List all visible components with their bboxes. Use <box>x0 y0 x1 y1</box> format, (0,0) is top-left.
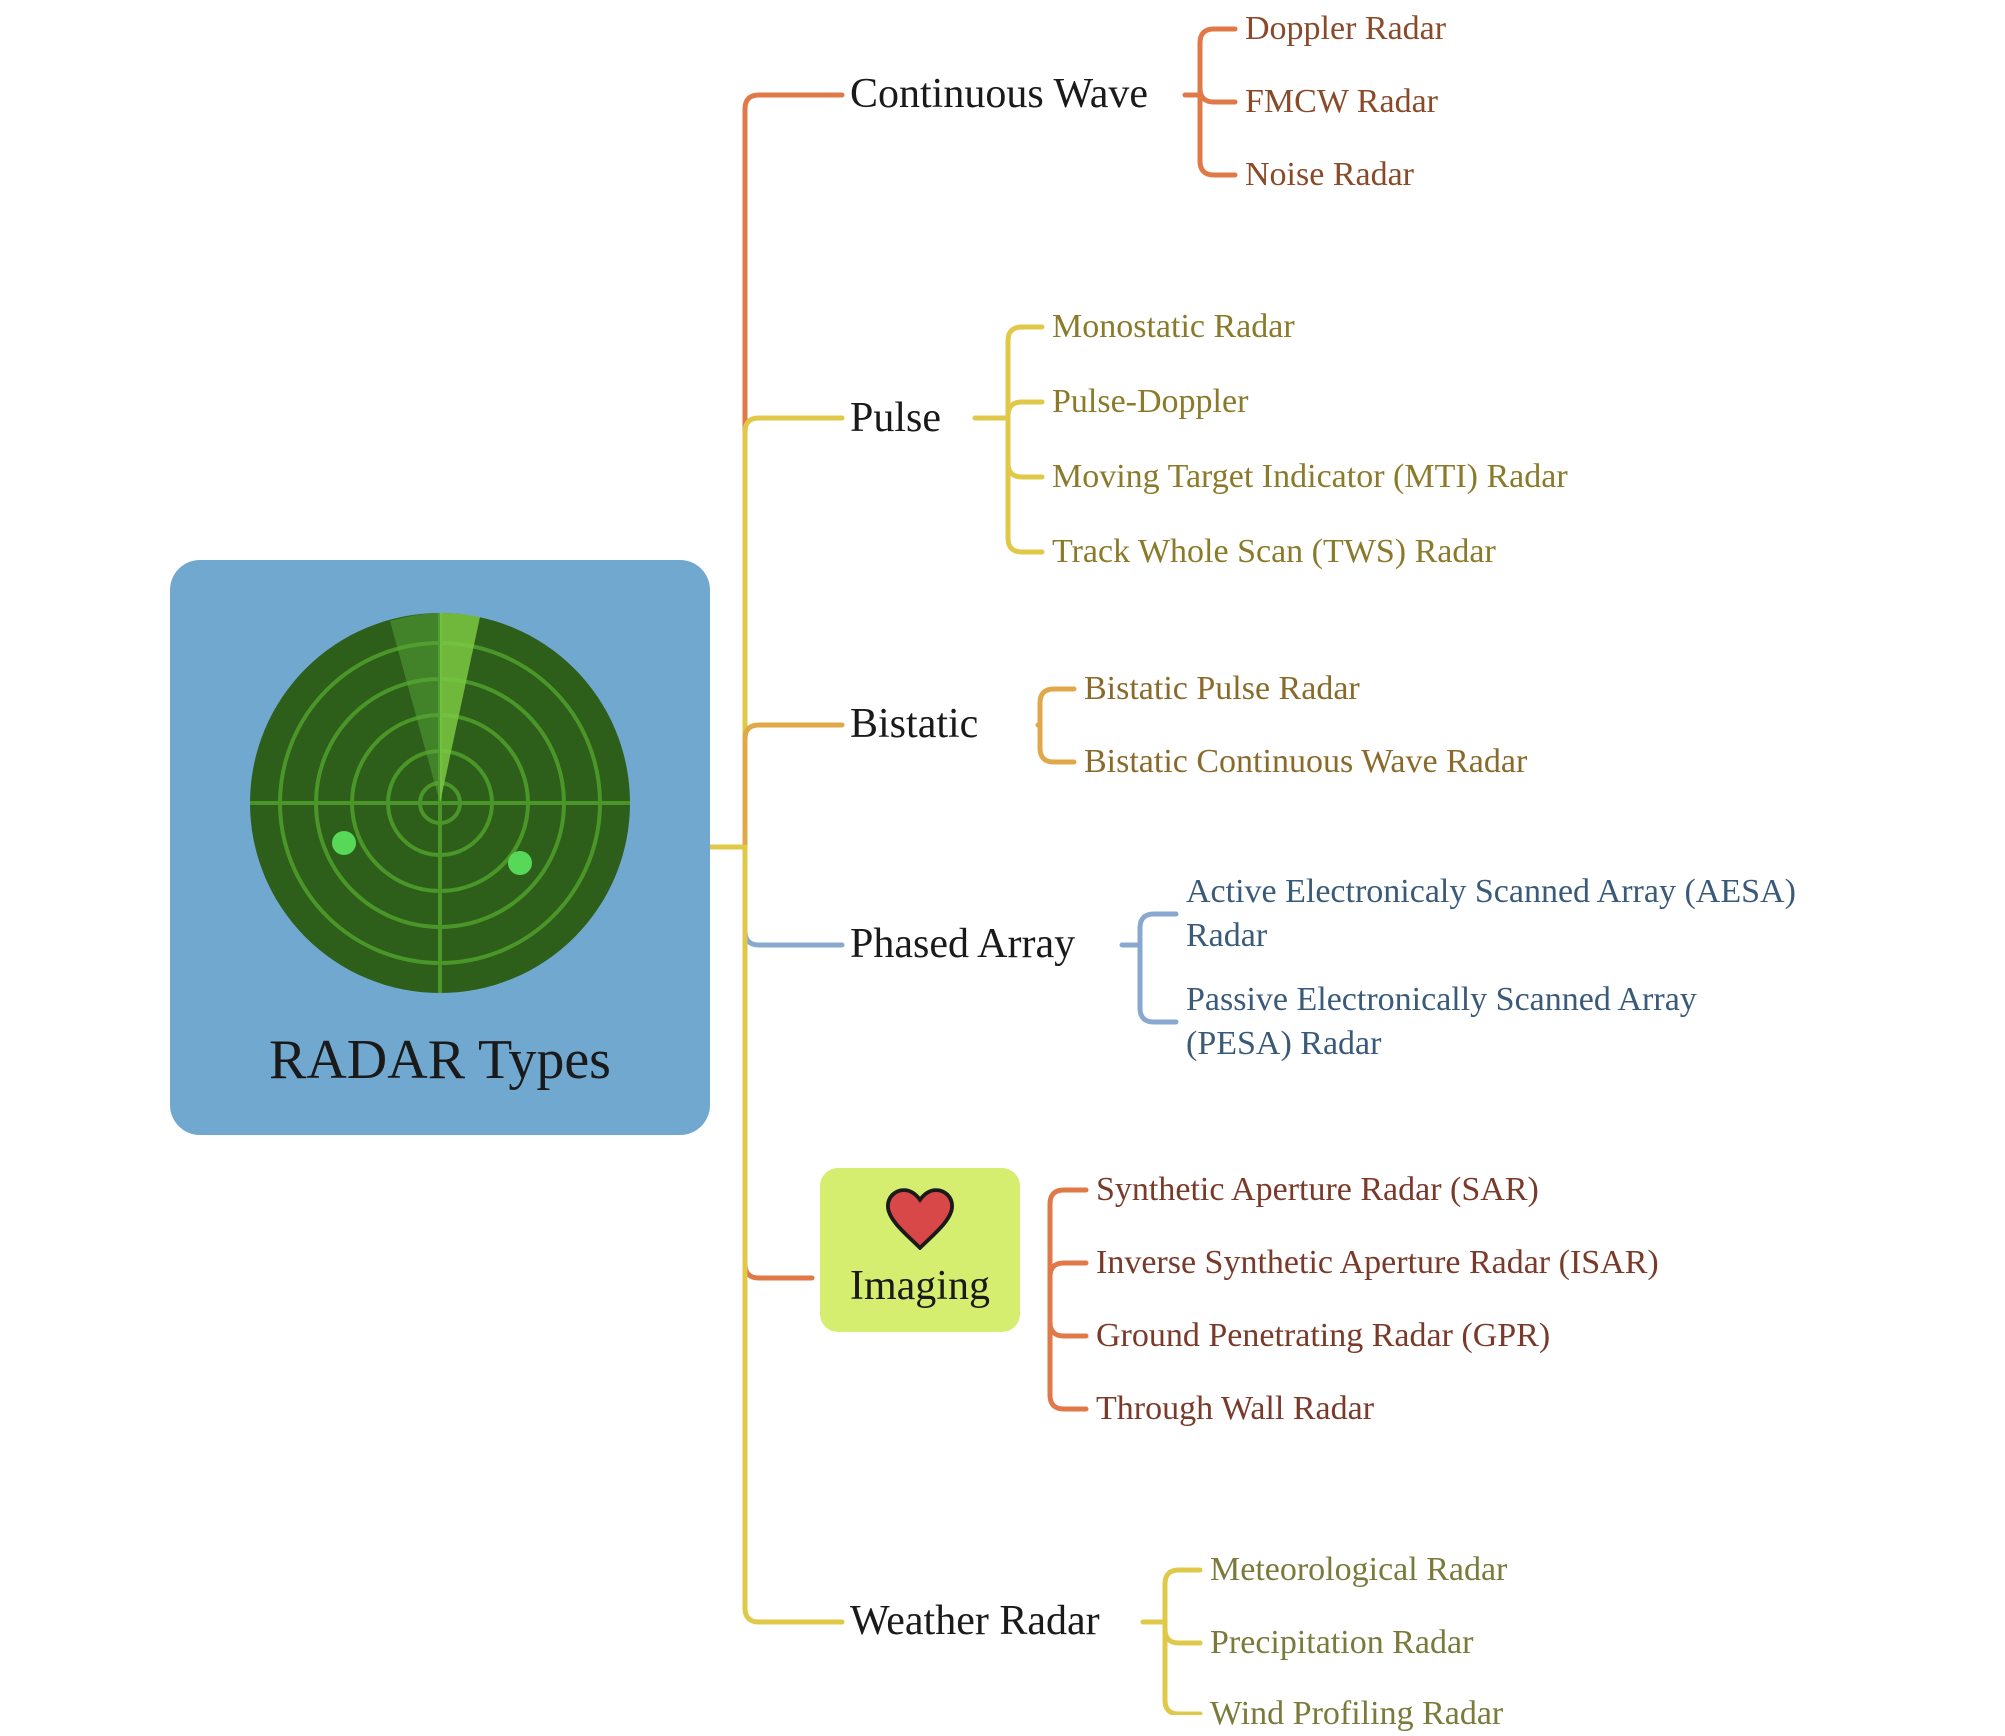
category-imaging: Imaging <box>820 1168 1020 1332</box>
leaf-node: Passive Electronically Scanned Array (PE… <box>1186 978 1806 1066</box>
root-node: RADAR Types <box>170 560 710 1135</box>
root-label: RADAR Types <box>269 1028 611 1092</box>
leaf-node: Wind Profiling Radar <box>1210 1692 1503 1736</box>
leaf-node: Meteorological Radar <box>1210 1548 1507 1592</box>
heart-icon <box>884 1188 956 1250</box>
category-bistatic: Bistatic <box>850 700 978 748</box>
leaf-node: Synthetic Aperture Radar (SAR) <box>1096 1168 1539 1212</box>
leaf-node: Moving Target Indicator (MTI) Radar <box>1052 455 1568 499</box>
category-pulse: Pulse <box>850 394 941 442</box>
category-label: Imaging <box>850 1262 990 1310</box>
leaf-node: Pulse-Doppler <box>1052 380 1248 424</box>
leaf-node: Ground Penetrating Radar (GPR) <box>1096 1314 1550 1358</box>
leaf-node: Monostatic Radar <box>1052 305 1295 349</box>
leaf-node: Bistatic Continuous Wave Radar <box>1084 740 1527 784</box>
radar-icon <box>240 603 640 1003</box>
category-cw: Continuous Wave <box>850 70 1148 118</box>
leaf-node: Inverse Synthetic Aperture Radar (ISAR) <box>1096 1241 1659 1285</box>
leaf-node: Bistatic Pulse Radar <box>1084 667 1360 711</box>
leaf-node: Through Wall Radar <box>1096 1387 1374 1431</box>
leaf-node: Doppler Radar <box>1245 7 1446 51</box>
category-phased: Phased Array <box>850 920 1075 968</box>
category-weather: Weather Radar <box>850 1597 1100 1645</box>
leaf-node: FMCW Radar <box>1245 80 1438 124</box>
leaf-node: Precipitation Radar <box>1210 1621 1473 1665</box>
leaf-node: Track Whole Scan (TWS) Radar <box>1052 530 1496 574</box>
leaf-node: Noise Radar <box>1245 153 1414 197</box>
leaf-node: Active Electronicaly Scanned Array (AESA… <box>1186 870 1806 958</box>
